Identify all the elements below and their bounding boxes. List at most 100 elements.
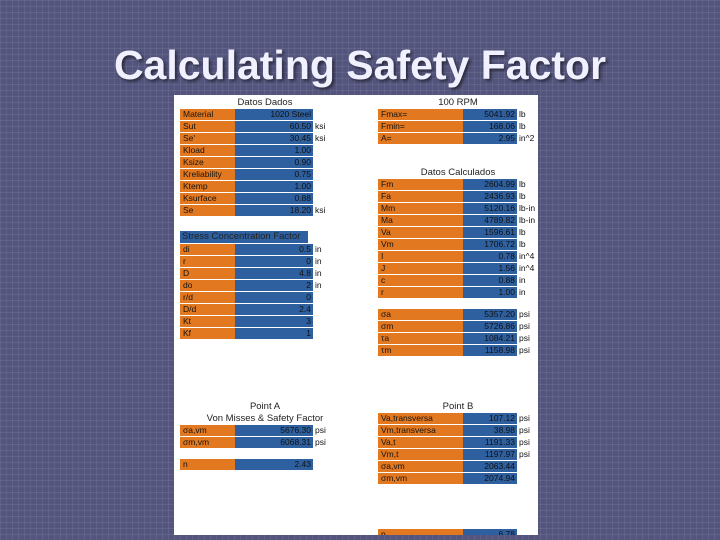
point-a-rows: σa,vm 5676.30 psi σm,vm 6068.31 psi	[180, 425, 350, 448]
row-value: 1.00	[463, 287, 517, 298]
table-row: Kreliability 0.75	[180, 169, 350, 180]
table-row: Va 1596.61 lb	[378, 227, 538, 238]
row-unit: lb	[519, 239, 526, 249]
table-row: r 0 in	[180, 256, 350, 267]
table-row: do 2 in	[180, 280, 350, 291]
table-row: A= 2.95 in^2	[378, 133, 538, 144]
row-value: 2063.44	[463, 461, 517, 472]
row-label: σm,vm	[180, 437, 235, 448]
table-row: Ma 4789.82 lb-in	[378, 215, 538, 226]
row-label: r	[378, 287, 463, 298]
row-label: Kload	[180, 145, 235, 156]
table-row: σm 5726.86 psi	[378, 321, 538, 332]
row-value: 5676.30	[235, 425, 313, 436]
row-value: 18.20	[235, 205, 313, 216]
row-unit: lb-in	[519, 203, 536, 213]
table-row: τm 1158.98 psi	[378, 345, 538, 356]
row-value: 1191.33	[463, 437, 517, 448]
row-value: 1158.98	[463, 345, 517, 356]
row-unit	[313, 109, 315, 120]
row-label: Vm,t	[378, 449, 463, 460]
row-value: 6068.31	[235, 437, 313, 448]
row-value: 107.12	[463, 413, 517, 424]
row-value: 0.78	[463, 251, 517, 262]
row-label: D	[180, 268, 235, 279]
table-row: r 1.00 in	[378, 287, 538, 298]
table-row: Kload 1.00	[180, 145, 350, 156]
row-value: 1706.72	[463, 239, 517, 250]
row-unit	[313, 157, 315, 168]
row-unit	[313, 181, 315, 192]
table-row: J 1.56 in^4	[378, 263, 538, 274]
row-value: 5120.16	[463, 203, 517, 214]
row-value: 0.5	[235, 244, 313, 255]
row-label: r/d	[180, 292, 235, 303]
row-unit: in^4	[519, 263, 535, 273]
row-value: 2	[235, 280, 313, 291]
datos-calculados-rows: Fm 2604.99 lb Fa 2436.93 lb Mm 5120.16 lb-in Ma 47…	[378, 179, 538, 298]
row-value: 0.90	[235, 157, 313, 168]
row-unit: psi	[519, 333, 530, 343]
row-unit	[313, 328, 315, 339]
table-row: Sut 60.50 ksi	[180, 121, 350, 132]
row-unit: in	[315, 280, 322, 290]
row-value: 0.75	[235, 169, 313, 180]
row-label: Vm	[378, 239, 463, 250]
row-label: Material	[180, 109, 235, 120]
row-unit	[313, 304, 315, 315]
row-value: 5726.86	[463, 321, 517, 332]
row-unit: psi	[519, 345, 530, 355]
table-row: τa 1084.21 psi	[378, 333, 538, 344]
row-unit: lb-in	[519, 215, 536, 225]
row-value: 4789.82	[463, 215, 517, 226]
row-value: 1020 Steel	[235, 109, 313, 120]
row-label: Va,transversa	[378, 413, 463, 424]
table-row: di 0.5 in	[180, 244, 350, 255]
table-row: Fmax= 5041.92 lb	[378, 109, 538, 120]
row-value: 2.43	[235, 459, 313, 470]
table-row: Mm 5120.16 lb-in	[378, 203, 538, 214]
row-label: Mm	[378, 203, 463, 214]
row-value: 5041.92	[463, 109, 517, 120]
row-label: τa	[378, 333, 463, 344]
row-label: Fmax=	[378, 109, 463, 120]
table-row: Va,transversa 107.12 psi	[378, 413, 538, 424]
row-unit: in	[315, 268, 322, 278]
point-a-subheader: Von Misses & Safety Factor	[206, 413, 324, 424]
stress-values-rows: σa 5357.20 psi σm 5726.86 psi τa 1084.21 psi τm 11…	[378, 309, 538, 356]
table-row: Ksurface 0.88	[180, 193, 350, 204]
row-unit: psi	[519, 321, 530, 331]
datos-calculados-header: Datos Calculados	[420, 167, 496, 178]
row-label: c	[378, 275, 463, 286]
row-unit: psi	[519, 449, 530, 459]
point-b-rows: Va,transversa 107.12 psi Vm,transversa 38.98…	[378, 413, 538, 484]
row-unit: in	[315, 256, 322, 266]
row-label: Kf	[180, 328, 235, 339]
row-value: 1.00	[235, 181, 313, 192]
row-value: 4.8	[235, 268, 313, 279]
row-value: 1197.97	[463, 449, 517, 460]
table-row: n 6.78	[378, 529, 538, 535]
row-label: Ksize	[180, 157, 235, 168]
row-label: Fm	[378, 179, 463, 190]
row-value: 2.95	[463, 133, 517, 144]
table-row: c 0.88 in	[378, 275, 538, 286]
row-unit: ksi	[315, 121, 326, 131]
row-unit	[517, 473, 519, 484]
row-label: I	[378, 251, 463, 262]
stress-concentration-header: Stress Concentration Factor	[180, 231, 308, 243]
table-row: D/d 2.4	[180, 304, 350, 315]
row-unit: in	[315, 244, 322, 254]
datos-dados-rows: Material 1020 Steel Sut 60.50 ksi Se' 30.45 ksi…	[180, 109, 350, 216]
row-label: Vm,transversa	[378, 425, 463, 436]
row-unit: in	[519, 275, 526, 285]
row-label: σa,vm	[180, 425, 235, 436]
table-row: Fa 2436.93 lb	[378, 191, 538, 202]
row-value: 38.98	[463, 425, 517, 436]
row-unit: psi	[519, 413, 530, 423]
row-unit: in	[519, 287, 526, 297]
row-value: 3	[235, 316, 313, 327]
table-row: σa,vm 5676.30 psi	[180, 425, 350, 436]
row-unit	[517, 529, 519, 535]
table-row: Se' 30.45 ksi	[180, 133, 350, 144]
